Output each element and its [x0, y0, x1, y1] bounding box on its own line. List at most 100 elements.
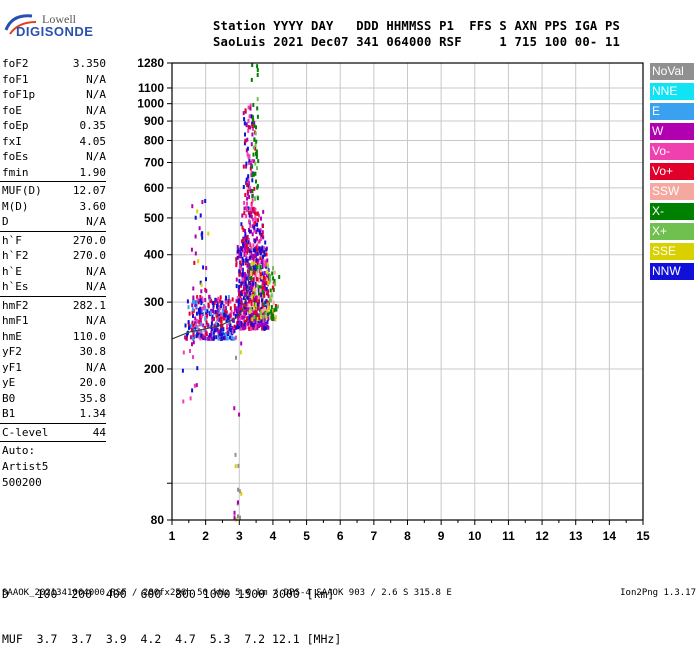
echo-point — [199, 306, 202, 311]
echo-point — [228, 327, 231, 332]
echo-point — [246, 306, 249, 311]
x-tick-label: 11 — [502, 529, 515, 543]
echo-point — [234, 314, 237, 318]
param-row: B1 1.34 — [0, 406, 110, 422]
echo-point — [247, 177, 250, 182]
echo-point — [258, 299, 261, 304]
echo-point — [251, 285, 254, 290]
echo-point — [274, 304, 277, 308]
echo-point — [253, 225, 256, 230]
param-note: Auto: — [2, 444, 36, 457]
echo-point — [220, 319, 223, 324]
echo-point — [199, 311, 202, 316]
legend-item: NNW — [650, 263, 694, 280]
echo-point — [260, 311, 262, 316]
echo-point — [216, 308, 219, 313]
echo-point — [241, 267, 244, 272]
echo-point — [224, 332, 227, 337]
echo-point — [189, 396, 192, 401]
param-separator — [0, 295, 106, 297]
echo-point — [264, 240, 267, 245]
echo-point — [194, 321, 197, 326]
echo-point — [257, 159, 260, 164]
param-row: yF1 N/A — [0, 360, 110, 376]
echo-point — [250, 285, 253, 290]
echo-point — [238, 412, 241, 417]
echo-point — [261, 279, 264, 284]
param-row: D N/A — [0, 214, 110, 230]
echo-point — [251, 224, 254, 229]
echo-point — [253, 207, 256, 212]
param-separator — [0, 181, 106, 182]
x-tick-label: 9 — [438, 529, 445, 543]
param-separator — [0, 422, 106, 424]
echo-point — [244, 303, 247, 308]
echo-point — [240, 302, 243, 307]
echo-point — [260, 315, 263, 319]
echo-point — [248, 219, 250, 224]
echo-point — [245, 123, 248, 128]
echo-point — [237, 247, 240, 252]
echo-point — [245, 164, 248, 169]
echo-point — [203, 328, 206, 333]
echo-point — [198, 331, 201, 336]
echo-point — [258, 239, 261, 244]
echo-point — [264, 307, 266, 311]
echo-point — [248, 229, 251, 234]
echo-point — [256, 211, 259, 216]
logo-swoosh-icon — [4, 14, 37, 35]
echo-point — [191, 303, 194, 308]
echo-point — [259, 265, 262, 269]
echo-point — [256, 97, 259, 102]
echo-point — [253, 120, 256, 125]
echo-point — [245, 177, 248, 182]
echo-point — [247, 210, 250, 215]
echo-point — [262, 294, 264, 299]
param-value: N/A — [86, 264, 106, 278]
echo-point — [249, 166, 252, 171]
echo-point — [268, 311, 271, 316]
echo-point — [265, 281, 268, 286]
echo-point — [191, 388, 194, 393]
echo-point — [195, 318, 198, 323]
echo-point — [244, 300, 247, 305]
param-row: h`F 270.0 — [0, 233, 110, 249]
x-tick-label: 1 — [169, 529, 176, 543]
echo-point — [243, 314, 246, 319]
echo-point — [267, 302, 270, 307]
echo-point — [255, 139, 258, 144]
echo-point — [192, 333, 195, 337]
param-value: 20.0 — [79, 376, 107, 389]
param-note: 500200 — [2, 476, 42, 489]
echo-point — [201, 312, 204, 316]
echo-point — [256, 283, 259, 288]
echo-point — [254, 131, 257, 136]
echo-point — [246, 317, 249, 322]
param-value: 30.8 — [79, 345, 107, 358]
legend-item: Vo- — [650, 143, 694, 160]
echo-point — [252, 287, 255, 292]
param-value: N/A — [86, 103, 106, 117]
echo-point — [215, 298, 218, 303]
param-row: yE 20.0 — [0, 375, 110, 391]
echo-point — [225, 295, 227, 300]
param-row: foEp 0.35 — [0, 118, 110, 134]
echo-point — [263, 325, 266, 330]
echo-point — [216, 312, 219, 317]
echo-point — [247, 303, 250, 308]
echo-point — [252, 243, 255, 248]
echo-point — [244, 320, 246, 324]
echo-point — [254, 171, 257, 176]
echo-point — [270, 309, 273, 314]
echo-point — [241, 315, 244, 320]
echo-point — [254, 146, 257, 151]
echo-point — [242, 296, 245, 301]
echo-point — [250, 203, 253, 208]
echo-point — [263, 293, 266, 298]
param-row: fmin 1.90 — [0, 165, 110, 181]
param-name: foF1 — [2, 72, 29, 86]
echo-point — [255, 295, 258, 300]
footer-version: Ion2Png 1.3.17 — [620, 588, 696, 598]
echo-point — [266, 291, 269, 296]
echo-point — [243, 211, 246, 216]
